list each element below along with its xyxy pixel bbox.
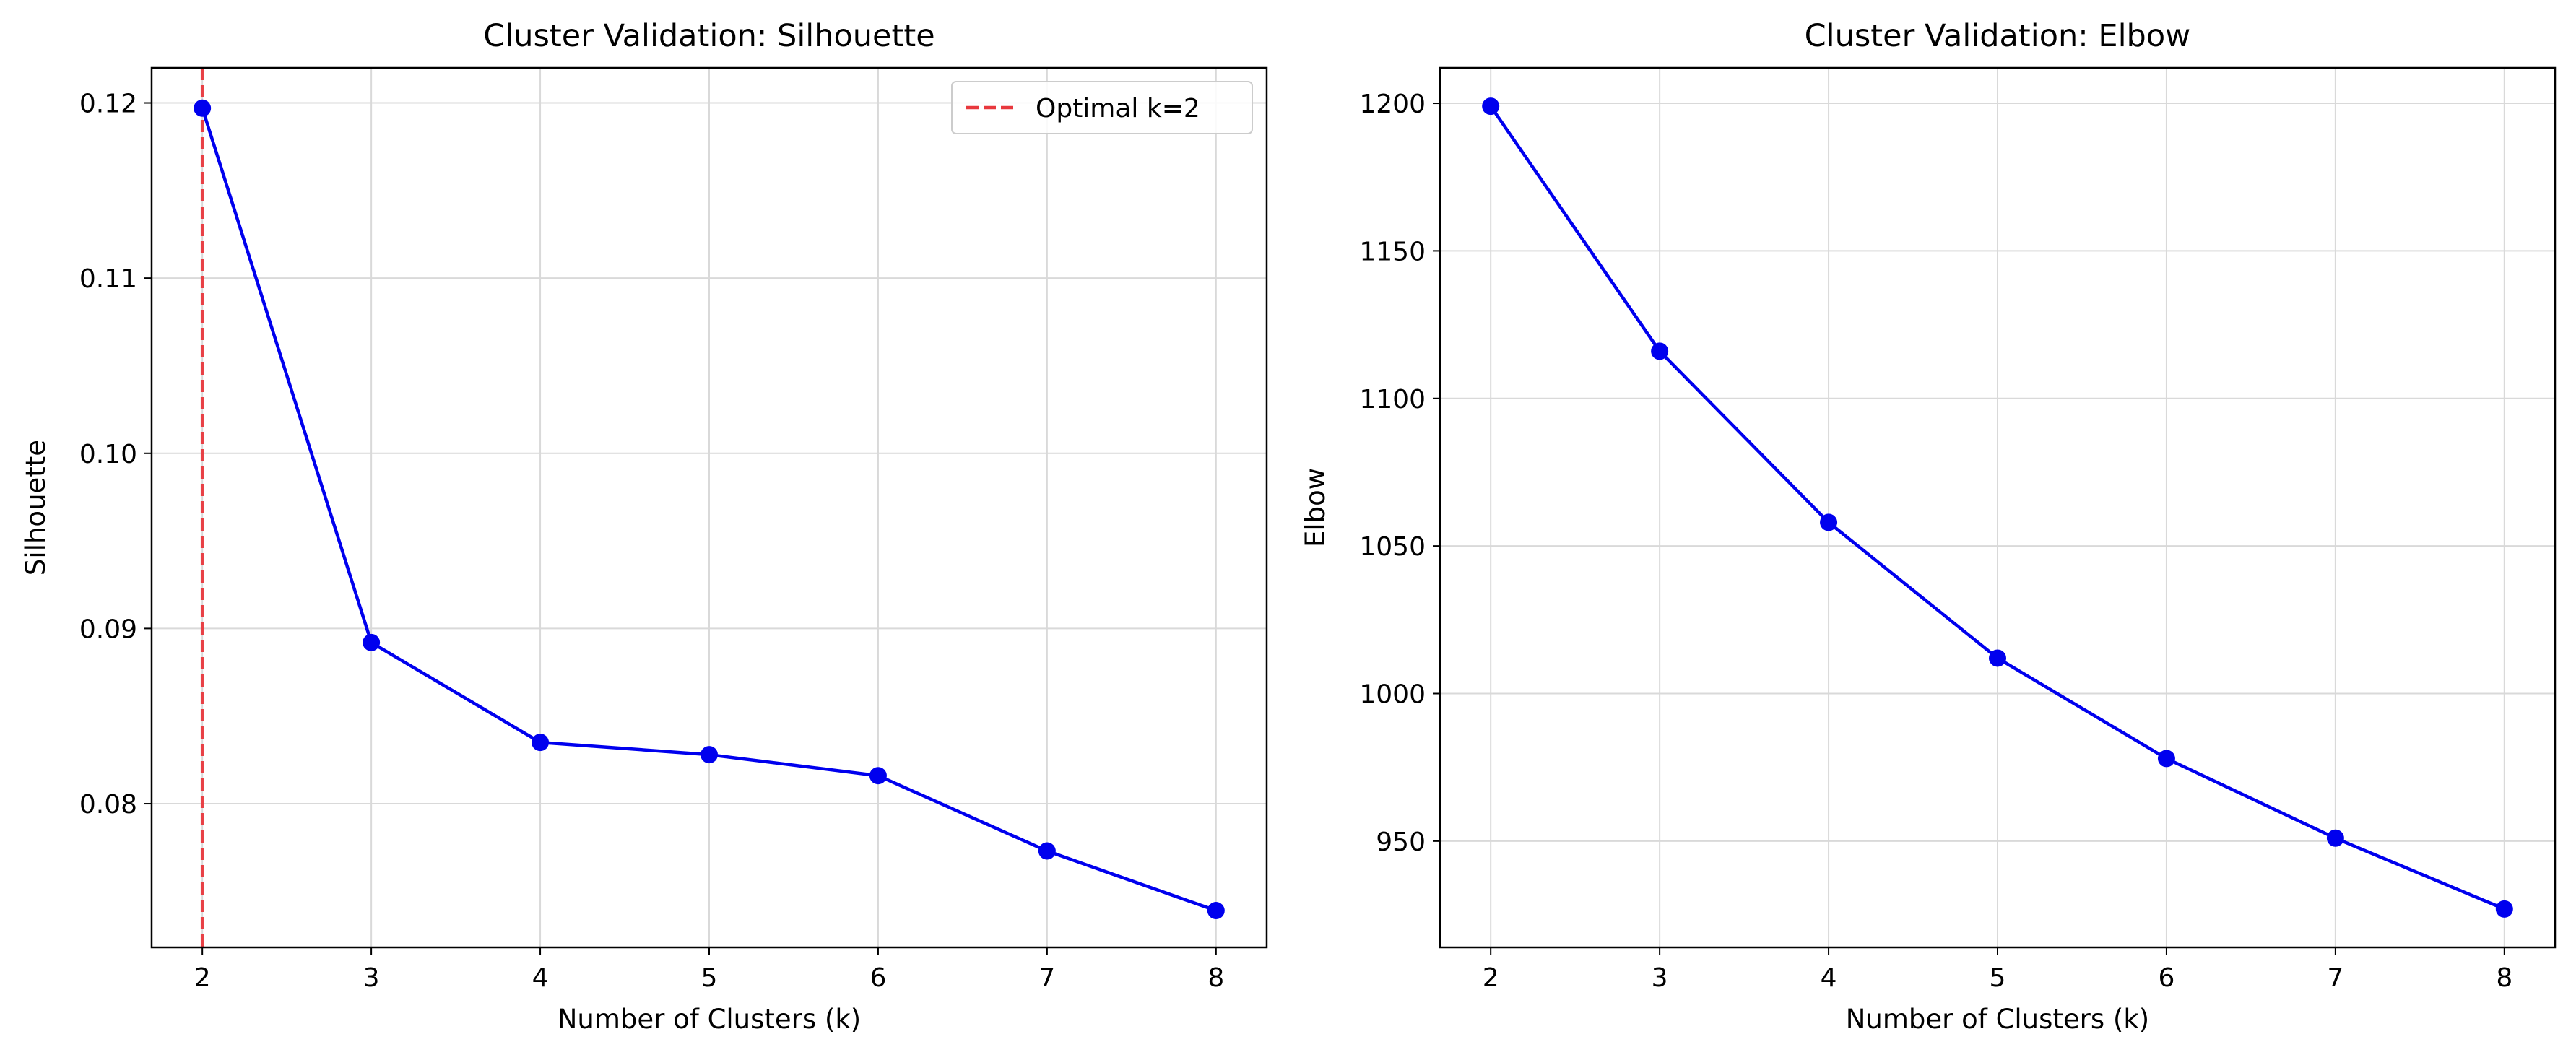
silhouette-ylabel: Silhouette (20, 440, 51, 575)
silhouette-ytick-label: 0.09 (79, 614, 137, 644)
silhouette-ytick-label: 0.10 (79, 440, 137, 469)
legend-label-optimal-k: Optimal k=2 (1036, 94, 1200, 123)
silhouette-xtick-label: 2 (194, 963, 211, 993)
silhouette-xlabel: Number of Clusters (k) (558, 1004, 861, 1035)
silhouette-xtick-label: 6 (869, 963, 886, 993)
silhouette-data-point (363, 633, 381, 651)
silhouette-xtick-label: 4 (532, 963, 549, 993)
elbow-xtick-label: 3 (1652, 963, 1668, 993)
silhouette-axes-frame (150, 66, 1268, 949)
elbow-data-point (1651, 342, 1669, 360)
elbow-ytick-label: 1050 (1359, 532, 1426, 562)
elbow-xtick-label: 8 (2496, 963, 2512, 993)
elbow-ytick-label: 1150 (1359, 237, 1426, 266)
silhouette-xtick-label: 5 (701, 963, 718, 993)
silhouette-data-point (532, 734, 550, 752)
elbow-data-point (2157, 750, 2175, 768)
silhouette-xtick-label: 8 (1207, 963, 1224, 993)
silhouette-data-point (701, 746, 718, 764)
silhouette-data-point (869, 767, 887, 785)
silhouette-ytick-label: 0.12 (79, 90, 137, 119)
silhouette-data-point (1207, 902, 1225, 920)
silhouette-legend: Optimal k=2 (951, 81, 1253, 134)
elbow-xtick-label: 5 (1990, 963, 2006, 993)
elbow-data-point (2495, 900, 2513, 918)
elbow-ytick-label: 1200 (1359, 90, 1426, 119)
elbow-xtick-label: 7 (2327, 963, 2343, 993)
elbow-ytick-label: 950 (1376, 827, 1426, 857)
silhouette-data-point (194, 99, 212, 117)
elbow-xtick-label: 2 (1483, 963, 1499, 993)
elbow-data-point (1820, 513, 1838, 531)
elbow-xtick-label: 6 (2158, 963, 2174, 993)
elbow-panel: Cluster Validation: Elbow Number of Clus… (1300, 18, 2557, 1035)
silhouette-ytick-label: 0.08 (79, 790, 137, 820)
elbow-data-point (1989, 649, 2006, 667)
silhouette-data-point (1038, 842, 1056, 860)
silhouette-xtick-label: 3 (363, 963, 380, 993)
silhouette-xtick-label: 7 (1038, 963, 1055, 993)
elbow-ytick-label: 1000 (1359, 679, 1426, 709)
elbow-axes-frame (1439, 66, 2557, 949)
elbow-ylabel: Elbow (1300, 468, 1331, 547)
silhouette-title: Cluster Validation: Silhouette (483, 18, 934, 54)
elbow-title: Cluster Validation: Elbow (1805, 18, 2191, 54)
elbow-grid (1440, 68, 2555, 947)
elbow-xtick-label: 4 (1821, 963, 1837, 993)
silhouette-grid (152, 68, 1267, 947)
elbow-data-point (1482, 97, 1500, 116)
silhouette-ytick-label: 0.11 (79, 264, 137, 294)
elbow-xlabel: Number of Clusters (k) (1846, 1004, 2149, 1035)
elbow-data-point (2326, 829, 2344, 847)
legend-box (951, 81, 1253, 134)
elbow-ytick-label: 1100 (1359, 385, 1426, 414)
silhouette-panel: Cluster Validation: Silhouette Number of… (20, 18, 1268, 1035)
